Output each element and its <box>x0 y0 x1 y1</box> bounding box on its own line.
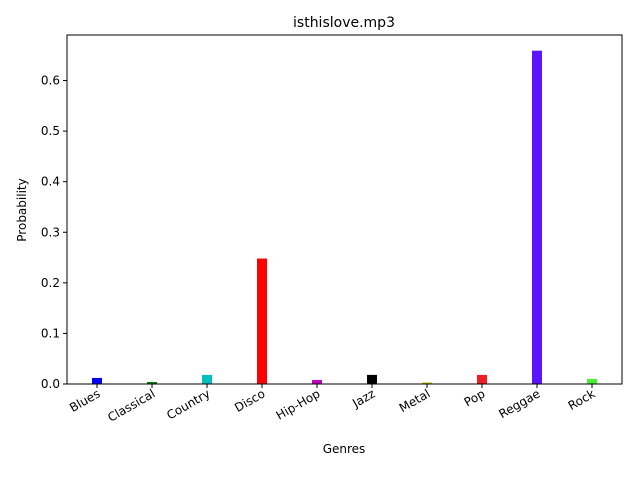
x-axis-label: Genres <box>323 442 366 456</box>
bar-disco <box>257 258 267 384</box>
x-tick-label: Blues <box>67 386 102 415</box>
y-axis-label: Probability <box>15 178 29 241</box>
x-tick-label: Pop <box>462 386 488 409</box>
y-tick-label: 0.4 <box>41 175 60 189</box>
x-tick-label: Jazz <box>349 386 377 410</box>
bar-jazz <box>367 374 377 384</box>
y-tick-label: 0.6 <box>41 74 60 88</box>
y-tick-label: 0.2 <box>41 276 60 290</box>
plot-area: Blues Classical Country Disco Hip-Hop Jazz Met… <box>41 50 598 425</box>
x-tick-label: Hip-Hop <box>274 386 323 422</box>
y-tick-label: 0.1 <box>41 326 60 340</box>
y-tick-label: 0.3 <box>41 225 60 239</box>
x-tick-label: Country <box>164 386 212 422</box>
x-tick-label: Metal <box>397 386 433 415</box>
x-tick-label: Disco <box>232 386 267 415</box>
y-tick-label: 0.0 <box>41 377 60 391</box>
bar-blues <box>92 377 102 384</box>
bar-reggae <box>532 50 542 384</box>
x-tick-label: Classical <box>105 386 157 424</box>
x-tick-label: Reggae <box>496 386 542 421</box>
bar-classical <box>147 381 157 384</box>
bar-pop <box>477 374 487 384</box>
chart-title: isthislove.mp3 <box>293 15 395 31</box>
bar-metal <box>422 382 432 384</box>
x-tick-label: Rock <box>566 386 598 412</box>
bar-rock <box>587 378 597 384</box>
y-tick-label: 0.5 <box>41 124 60 138</box>
bar-hip-hop <box>312 379 322 384</box>
bar-country <box>202 374 212 384</box>
plot-frame <box>66 34 623 385</box>
